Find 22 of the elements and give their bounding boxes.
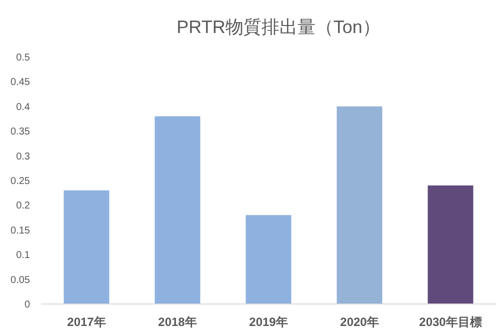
y-tick-label: 0.3: [16, 151, 30, 162]
y-tick-label: 0.35: [10, 126, 30, 138]
y-tick-label: 0.1: [16, 250, 30, 262]
bar: [154, 116, 200, 304]
x-tick-label: 2020年: [340, 315, 379, 329]
y-tick-label: 0.5: [16, 52, 30, 64]
y-tick-label: 0.4: [16, 102, 30, 113]
y-tick-label: 0.25: [10, 176, 30, 187]
chart-title: PRTR物質排出量（Ton）: [176, 17, 380, 37]
bar: [428, 185, 474, 304]
bar: [246, 215, 292, 304]
y-tick-label: 0.2: [16, 200, 30, 212]
x-tick-label: 2018年: [158, 315, 197, 329]
y-tick-label: 0.05: [10, 274, 30, 286]
bar: [64, 190, 110, 304]
y-tick-label: 0.45: [10, 77, 30, 88]
x-tick-label: 2019年: [249, 315, 288, 329]
y-tick-label: 0: [24, 300, 30, 310]
x-tick-label: 2017年: [67, 315, 106, 329]
y-tick-label: 0.15: [10, 225, 30, 236]
bar: [336, 106, 382, 304]
x-tick-label: 2030年目標: [419, 315, 482, 329]
